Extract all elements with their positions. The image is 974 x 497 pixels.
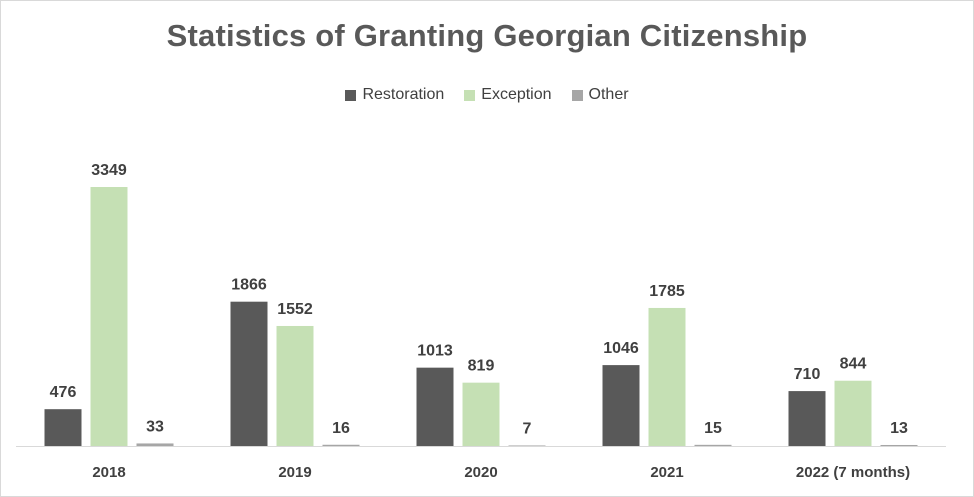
- legend-swatch-other: [571, 89, 583, 101]
- x-tick-label-0: 2018: [92, 464, 125, 481]
- data-label-restoration-3: 1046: [603, 340, 639, 357]
- bar-restoration-0: [44, 409, 82, 446]
- bar-restoration-1: [230, 301, 268, 446]
- legend-label-other: Other: [588, 86, 629, 103]
- bar-restoration-4: [788, 391, 826, 446]
- data-label-restoration-1: 1866: [231, 277, 267, 294]
- bar-other-4: [880, 444, 918, 446]
- data-label-exception-1: 1552: [277, 301, 313, 318]
- x-tick-label-2: 2020: [464, 464, 497, 481]
- data-label-exception-2: 819: [468, 358, 495, 375]
- bar-exception-4: [834, 380, 872, 446]
- legend-item-restoration: Restoration: [345, 86, 444, 104]
- bar-exception-0: [90, 187, 128, 446]
- bar-other-1: [322, 444, 360, 446]
- data-label-other-4: 13: [890, 420, 908, 437]
- bar-exception-3: [648, 307, 686, 446]
- data-label-exception-3: 1785: [649, 283, 685, 300]
- data-label-restoration-4: 710: [794, 366, 821, 383]
- legend-item-other: Other: [571, 86, 629, 104]
- legend-swatch-restoration: [345, 89, 357, 101]
- bar-other-2: [508, 445, 546, 446]
- legend-label-exception: Exception: [481, 86, 552, 103]
- bar-exception-1: [276, 325, 314, 446]
- bar-restoration-3: [602, 365, 640, 446]
- bar-other-3: [694, 444, 732, 446]
- data-label-other-0: 33: [146, 418, 164, 435]
- bar-other-0: [136, 443, 174, 446]
- data-label-restoration-0: 476: [50, 384, 77, 401]
- data-label-restoration-2: 1013: [417, 343, 453, 360]
- legend-label-restoration: Restoration: [362, 86, 445, 103]
- chart-title: Statistics of Granting Georgian Citizens…: [166, 18, 808, 53]
- data-label-exception-4: 844: [840, 356, 867, 373]
- x-tick-label-4: 2022 (7 months): [796, 464, 910, 481]
- bar-restoration-2: [416, 367, 454, 446]
- legend-swatch-exception: [464, 89, 476, 101]
- legend-item-exception: Exception: [464, 86, 552, 104]
- data-label-exception-0: 3349: [91, 162, 127, 179]
- chart-legend: Restoration Exception Other: [0, 86, 974, 104]
- data-label-other-2: 7: [523, 420, 532, 437]
- data-label-other-1: 16: [332, 420, 350, 437]
- x-tick-label-1: 2019: [278, 464, 311, 481]
- x-tick-label-3: 2021: [650, 464, 683, 481]
- bar-exception-2: [462, 382, 500, 446]
- data-label-other-3: 15: [704, 420, 722, 437]
